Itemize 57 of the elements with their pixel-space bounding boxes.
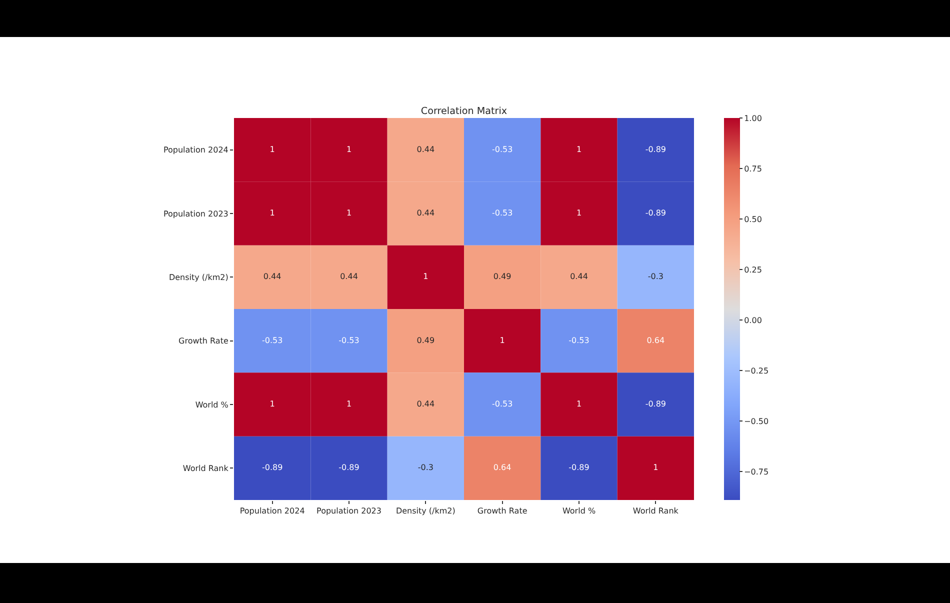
data-label: 0.44: [263, 272, 282, 282]
color-bar-label: 0.00: [744, 316, 762, 325]
x-tick-label: World Rank: [632, 506, 679, 516]
data-label: -0.3: [648, 272, 664, 282]
x-tick-label: World %: [562, 506, 596, 516]
data-label: -0.53: [492, 208, 513, 218]
data-label: -0.89: [262, 463, 283, 472]
data-label: -0.53: [492, 144, 513, 154]
chart-title: Correlation Matrix: [420, 106, 508, 117]
data-label: 1: [346, 144, 352, 154]
data-label: 0.44: [416, 208, 435, 218]
data-label: 0.44: [570, 272, 588, 282]
color-bar-label: 1.00: [744, 114, 762, 123]
color-bar-label: 0.25: [744, 265, 762, 274]
data-label: -0.89: [645, 208, 666, 218]
data-label: 1: [576, 208, 582, 218]
data-label: 0.64: [646, 336, 665, 345]
y-tick-label: Population 2024: [163, 146, 228, 155]
data-label: -0.89: [645, 144, 666, 154]
data-label: 0.44: [416, 144, 435, 154]
x-tick-label: Growth Rate: [477, 506, 528, 516]
data-label: -0.53: [338, 336, 360, 345]
y-tick-label: Density (/km2): [168, 272, 228, 282]
y-tick-label: World %: [195, 400, 229, 410]
data-label: 0.49: [493, 272, 512, 282]
data-label: 0.64: [493, 463, 512, 472]
color-bar-label: −0.25: [744, 366, 769, 376]
data-label: -0.3: [418, 463, 434, 472]
data-label: 0.44: [416, 400, 435, 408]
data-label: 1: [270, 400, 275, 408]
data-label: 1: [653, 463, 658, 472]
color-bar-label: 0.75: [744, 164, 762, 174]
y-tick-label: Growth Rate: [178, 336, 228, 346]
color-bar-label: −0.50: [744, 416, 769, 426]
y-tick-label: Population 2023: [163, 209, 228, 218]
data-label: 1: [500, 336, 505, 345]
x-tick-label: Density (/km2): [396, 506, 456, 516]
data-label: 1: [576, 144, 582, 154]
data-label: 1: [270, 208, 275, 218]
data-label: 1: [346, 400, 352, 408]
data-label: -0.89: [645, 400, 666, 408]
data-label: 1: [423, 272, 428, 282]
data-label: 1: [270, 144, 275, 154]
data-label: 0.49: [416, 336, 435, 345]
x-tick-label: Population 2024: [240, 506, 305, 516]
data-label: -0.89: [338, 463, 360, 472]
data-label: 1: [346, 208, 352, 218]
data-label: 1: [576, 400, 582, 408]
color-bar-label: 0.50: [744, 214, 762, 224]
y-tick-label: World Rank: [182, 464, 229, 473]
color-bar-label: −0.75: [744, 468, 769, 476]
data-label: -0.53: [492, 400, 513, 408]
data-label: -0.53: [568, 336, 590, 345]
x-tick-label: Population 2023: [316, 506, 382, 516]
data-label: -0.53: [262, 336, 283, 345]
data-label: 0.44: [340, 272, 358, 282]
data-label: -0.89: [568, 463, 590, 472]
